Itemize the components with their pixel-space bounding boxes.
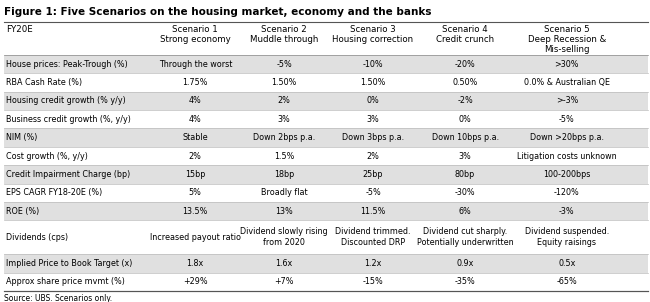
Text: 18bp: 18bp xyxy=(274,170,294,179)
Text: FY20E: FY20E xyxy=(6,25,32,34)
Text: -5%: -5% xyxy=(559,115,575,124)
Text: Scenario 5: Scenario 5 xyxy=(544,25,590,34)
Text: 11.5%: 11.5% xyxy=(360,207,385,216)
Text: 13.5%: 13.5% xyxy=(183,207,208,216)
Text: -15%: -15% xyxy=(363,277,384,286)
Text: Muddle through: Muddle through xyxy=(250,35,318,44)
Text: Dividend slowly rising
from 2020: Dividend slowly rising from 2020 xyxy=(240,227,328,247)
Text: Through the worst: Through the worst xyxy=(159,60,232,69)
Bar xyxy=(4,92,648,110)
Text: 4%: 4% xyxy=(189,96,202,105)
Text: 13%: 13% xyxy=(275,207,293,216)
Text: Deep Recession &: Deep Recession & xyxy=(528,35,606,44)
Text: Broadly flat: Broadly flat xyxy=(261,188,307,197)
Text: Mis-selling: Mis-selling xyxy=(544,45,590,54)
Text: Dividend trimmed.
Discounted DRP: Dividend trimmed. Discounted DRP xyxy=(335,227,411,247)
Text: 0.5x: 0.5x xyxy=(558,259,575,268)
Text: Scenario 2: Scenario 2 xyxy=(261,25,307,34)
Text: 1.50%: 1.50% xyxy=(272,78,297,87)
Text: Down 3bps p.a.: Down 3bps p.a. xyxy=(342,133,404,142)
Text: 80bp: 80bp xyxy=(455,170,475,179)
Text: Stable: Stable xyxy=(183,133,208,142)
Text: -2%: -2% xyxy=(457,96,473,105)
Text: 1.8x: 1.8x xyxy=(187,259,204,268)
Text: -5%: -5% xyxy=(276,60,292,69)
Text: Approx share price mvmt (%): Approx share price mvmt (%) xyxy=(6,277,125,286)
Text: Litigation costs unknown: Litigation costs unknown xyxy=(517,152,617,160)
Text: 6%: 6% xyxy=(459,207,471,216)
Text: 2%: 2% xyxy=(189,152,202,160)
Text: 0.9x: 0.9x xyxy=(456,259,474,268)
Bar xyxy=(4,202,648,220)
Text: 1.5%: 1.5% xyxy=(274,152,294,160)
Text: Implied Price to Book Target (x): Implied Price to Book Target (x) xyxy=(6,259,133,268)
Text: Dividend cut sharply.
Potentially underwritten: Dividend cut sharply. Potentially underw… xyxy=(417,227,514,247)
Text: EPS CAGR FY18-20E (%): EPS CAGR FY18-20E (%) xyxy=(6,188,102,197)
Text: NIM (%): NIM (%) xyxy=(6,133,38,142)
Text: Down 10bps p.a.: Down 10bps p.a. xyxy=(432,133,499,142)
Text: Scenario 1: Scenario 1 xyxy=(172,25,218,34)
Text: -65%: -65% xyxy=(556,277,577,286)
Text: House prices: Peak-Trough (%): House prices: Peak-Trough (%) xyxy=(6,60,128,69)
Text: Increased payout ratio: Increased payout ratio xyxy=(150,233,240,242)
Text: -30%: -30% xyxy=(455,188,475,197)
Text: 0%: 0% xyxy=(367,96,380,105)
Text: Strong economy: Strong economy xyxy=(160,35,231,44)
Text: Dividend suspended.
Equity raisings: Dividend suspended. Equity raisings xyxy=(525,227,609,247)
Text: 3%: 3% xyxy=(459,152,471,160)
Text: -3%: -3% xyxy=(559,207,575,216)
Text: Cost growth (%, y/y): Cost growth (%, y/y) xyxy=(6,152,88,160)
Text: Down >20bps p.a.: Down >20bps p.a. xyxy=(530,133,604,142)
Text: >-3%: >-3% xyxy=(556,96,578,105)
Text: Down 2bps p.a.: Down 2bps p.a. xyxy=(253,133,315,142)
Text: -5%: -5% xyxy=(365,188,381,197)
Text: 1.2x: 1.2x xyxy=(364,259,382,268)
Text: 0.0% & Australian QE: 0.0% & Australian QE xyxy=(524,78,610,87)
Text: 25bp: 25bp xyxy=(363,170,384,179)
Text: Credit Impairment Charge (bp): Credit Impairment Charge (bp) xyxy=(6,170,130,179)
Text: -35%: -35% xyxy=(455,277,476,286)
Text: 2%: 2% xyxy=(278,96,291,105)
Text: 1.50%: 1.50% xyxy=(360,78,385,87)
Text: 3%: 3% xyxy=(367,115,380,124)
Text: ROE (%): ROE (%) xyxy=(6,207,39,216)
Text: Scenario 4: Scenario 4 xyxy=(442,25,488,34)
Text: RBA Cash Rate (%): RBA Cash Rate (%) xyxy=(6,78,82,87)
Text: 2%: 2% xyxy=(367,152,380,160)
Text: Housing correction: Housing correction xyxy=(332,35,413,44)
Text: 1.75%: 1.75% xyxy=(183,78,208,87)
Text: +7%: +7% xyxy=(274,277,294,286)
Text: Housing credit growth (% y/y): Housing credit growth (% y/y) xyxy=(6,96,125,105)
Text: Credit crunch: Credit crunch xyxy=(436,35,494,44)
Text: -20%: -20% xyxy=(455,60,476,69)
Text: Dividends (cps): Dividends (cps) xyxy=(6,233,68,242)
Text: Figure 1: Five Scenarios on the housing market, economy and the banks: Figure 1: Five Scenarios on the housing … xyxy=(4,7,432,17)
Bar xyxy=(4,165,648,184)
Text: 100-200bps: 100-200bps xyxy=(543,170,591,179)
Text: 0.50%: 0.50% xyxy=(452,78,478,87)
Text: Source: UBS. Scenarios only.: Source: UBS. Scenarios only. xyxy=(4,294,112,302)
Text: 0%: 0% xyxy=(459,115,471,124)
Bar xyxy=(4,254,648,273)
Text: >30%: >30% xyxy=(554,60,579,69)
Text: Scenario 3: Scenario 3 xyxy=(350,25,396,34)
Text: 3%: 3% xyxy=(278,115,291,124)
Text: 15bp: 15bp xyxy=(185,170,205,179)
Text: -120%: -120% xyxy=(554,188,580,197)
Bar xyxy=(4,128,648,147)
Text: -10%: -10% xyxy=(363,60,384,69)
Text: 4%: 4% xyxy=(189,115,202,124)
Bar xyxy=(4,55,648,73)
Text: 1.6x: 1.6x xyxy=(276,259,292,268)
Text: +29%: +29% xyxy=(183,277,207,286)
Text: Business credit growth (%, y/y): Business credit growth (%, y/y) xyxy=(6,115,131,124)
Text: 5%: 5% xyxy=(189,188,202,197)
